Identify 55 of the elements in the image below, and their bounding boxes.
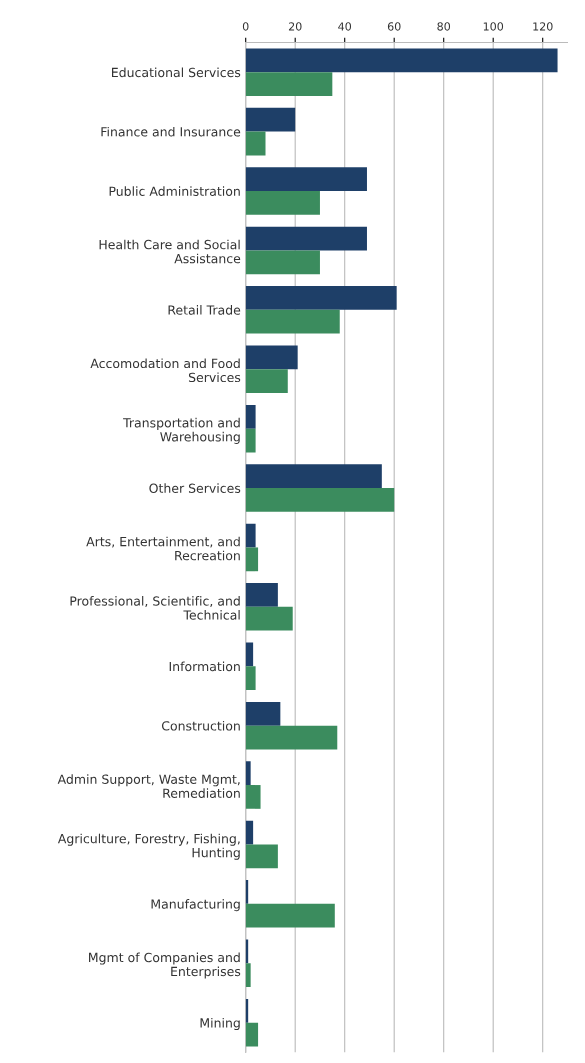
bar bbox=[245, 642, 254, 667]
bar bbox=[245, 72, 333, 96]
bar bbox=[245, 820, 254, 845]
bar bbox=[245, 250, 320, 275]
bar bbox=[245, 167, 367, 192]
y-tick-label: Public Administration bbox=[109, 186, 240, 196]
bar bbox=[245, 725, 338, 750]
y-tick-label: Construction bbox=[161, 720, 240, 731]
x-tick-label: 60 bbox=[387, 22, 401, 31]
x-tick-label: 80 bbox=[437, 22, 451, 31]
x-tick-label: 20 bbox=[288, 22, 302, 31]
y-tick-label: Professional, Scientific, and Technical bbox=[70, 596, 240, 620]
y-tick-label: Accomodation and Food Services bbox=[90, 358, 241, 383]
x-tick-label: 40 bbox=[338, 22, 352, 31]
bar bbox=[245, 761, 251, 786]
bar bbox=[245, 1022, 259, 1047]
bar bbox=[245, 107, 296, 132]
x-tick-label: 0 bbox=[242, 22, 249, 31]
bar bbox=[245, 345, 298, 370]
y-tick-label: Educational Services bbox=[112, 67, 241, 78]
bar bbox=[245, 404, 256, 429]
y-tick-label: Mgmt of Companies and Enterprises bbox=[89, 952, 241, 979]
bar bbox=[245, 131, 266, 156]
bar bbox=[245, 488, 395, 512]
bar bbox=[245, 428, 256, 453]
x-tick-label: 120 bbox=[533, 22, 553, 31]
bar bbox=[245, 464, 382, 489]
y-tick-label: Manufacturing bbox=[151, 899, 240, 912]
bar bbox=[245, 226, 367, 251]
bar bbox=[245, 523, 256, 548]
y-tick-label: Finance and Insurance bbox=[101, 126, 241, 137]
y-tick-label: Mining bbox=[200, 1017, 240, 1031]
bar bbox=[245, 606, 293, 631]
y-tick-label: Arts, Entertainment, and Recreation bbox=[86, 536, 240, 561]
bar bbox=[245, 191, 320, 215]
bar bbox=[245, 963, 251, 988]
y-tick-label: Agriculture, Forestry, Fishing, Hunting bbox=[57, 833, 240, 860]
bar bbox=[245, 583, 278, 607]
bar bbox=[245, 547, 259, 572]
bar bbox=[245, 903, 335, 928]
y-tick-label: Admin Support, Waste Mgmt, Remediation bbox=[57, 774, 240, 798]
bar bbox=[245, 785, 261, 809]
y-tick-label: Retail Trade bbox=[168, 305, 241, 315]
bar bbox=[245, 666, 256, 691]
bar bbox=[245, 309, 340, 334]
bar bbox=[245, 701, 281, 726]
bar bbox=[245, 286, 397, 310]
bar bbox=[245, 369, 288, 393]
y-tick-label: Transportation and Warehousing bbox=[123, 417, 240, 444]
y-tick-label: Information bbox=[169, 661, 240, 672]
x-tick-label: 100 bbox=[483, 22, 504, 31]
y-tick-label: Health Care and Social Assistance bbox=[99, 239, 241, 264]
bar bbox=[245, 844, 278, 869]
bar bbox=[245, 48, 558, 73]
y-tick-label: Other Services bbox=[149, 483, 241, 493]
